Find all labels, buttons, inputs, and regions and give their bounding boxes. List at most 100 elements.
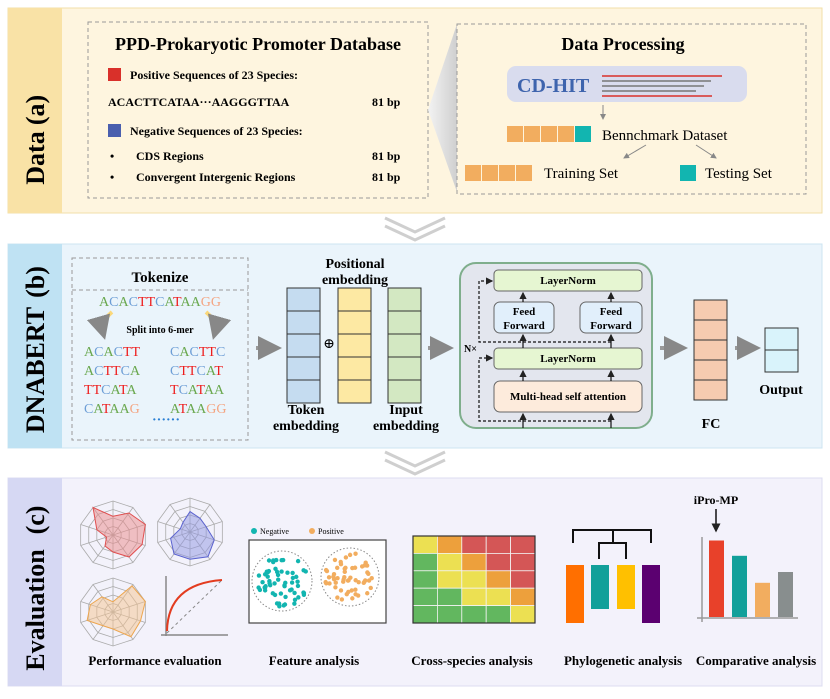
kmer-token: ACACTT — [84, 345, 141, 360]
scatter-point — [274, 557, 279, 563]
nucleotide: T — [112, 364, 121, 379]
nucleotide: T — [173, 295, 182, 310]
feed-forward-1 — [493, 301, 555, 334]
scatter-point — [294, 574, 299, 580]
tokenize-box — [71, 257, 249, 441]
positive-sequence: ACACTTCATAA···AAGGGTTAA — [108, 95, 290, 109]
training-squares — [465, 165, 532, 181]
negative-legend-dot — [251, 528, 257, 534]
benchmark-label: Bennchmark Dataset — [602, 128, 728, 144]
scatter-point — [339, 597, 345, 602]
panel-c-evaluation: (c) Evaluation Performance evaluation Ne… — [7, 477, 823, 687]
heatmap-cell — [485, 535, 512, 554]
cds-regions-label: CDS Regions — [136, 149, 204, 163]
embedding-cell — [286, 379, 321, 404]
nucleotide: T — [170, 383, 179, 398]
nucleotide: A — [130, 364, 141, 379]
scatter-point — [287, 588, 293, 593]
embedding-cell — [337, 379, 372, 404]
repeat-label: N× — [464, 344, 477, 355]
nucleotide: T — [138, 295, 147, 310]
heatmap-cell — [436, 570, 463, 589]
cross-species-heatmap — [412, 535, 536, 624]
positional-label: Positional — [325, 257, 384, 272]
phylo-bar — [566, 565, 584, 623]
scatter-point — [289, 580, 295, 585]
attention-label: Multi-head self attention — [510, 391, 626, 403]
embedding-cell — [387, 379, 422, 404]
embedding-cell — [286, 310, 321, 335]
nucleotide: A — [191, 295, 202, 310]
negative-square-icon — [108, 124, 121, 137]
embedding-cell — [693, 359, 728, 381]
heatmap-cell — [510, 553, 536, 572]
nucleotide: T — [196, 383, 205, 398]
scatter-point — [366, 578, 372, 583]
training-label: Training Set — [544, 166, 619, 182]
scatter-point — [341, 577, 346, 582]
testing-label: Testing Set — [705, 166, 773, 182]
positive-square-icon — [108, 68, 121, 81]
positive-label: Positive Sequences of 23 Species: — [130, 68, 298, 82]
nucleotide: C — [121, 364, 130, 379]
nucleotide: T — [84, 383, 93, 398]
nucleotide: A — [126, 383, 137, 398]
scatter-point — [365, 591, 370, 596]
scatter-point — [278, 591, 284, 596]
dna-sequence: ACACTTCATAAGG — [99, 295, 221, 310]
embedding-cell — [337, 356, 372, 381]
input-label: Input — [389, 403, 423, 418]
kmer-token: ACTTCA — [84, 364, 141, 379]
nucleotide: A — [214, 383, 225, 398]
embedding-cell — [387, 310, 422, 335]
heatmap-cell — [485, 570, 512, 589]
embedding-cell — [693, 339, 728, 361]
scatter-point — [362, 563, 368, 568]
cdhit-label: CD-HIT — [517, 75, 590, 97]
scatter-point — [333, 580, 338, 585]
heatmap-cell — [461, 535, 487, 554]
radar-chart — [80, 500, 146, 570]
attention-box — [493, 380, 643, 413]
embedding-cell — [693, 319, 728, 341]
scatter-point — [290, 575, 296, 581]
ff1-label-2: Forward — [503, 320, 545, 332]
heatmap-cell — [485, 587, 512, 607]
panel-c-label: (c) — [21, 506, 50, 535]
embedding-cell — [286, 333, 321, 358]
dataset-square — [541, 126, 557, 142]
token-label: Token — [288, 403, 325, 418]
scatter-point — [256, 585, 261, 590]
heatmap-cell — [485, 553, 512, 572]
scatter-point — [292, 601, 297, 606]
panel-a-label: (a) — [21, 95, 50, 125]
nucleotide: T — [179, 402, 188, 417]
fc-layer-column — [693, 299, 728, 401]
scatter-point — [350, 596, 355, 601]
scatter-point — [347, 552, 353, 558]
nucleotide: A — [84, 364, 95, 379]
nucleotide: T — [132, 345, 141, 360]
training-square — [482, 165, 498, 181]
layernorm-bottom-label: LayerNorm — [540, 353, 596, 365]
heatmap-cell — [436, 553, 463, 572]
scatter-point — [279, 557, 284, 563]
split-label: Split into 6-mer — [126, 325, 194, 336]
scatter-point — [335, 595, 340, 600]
heatmap-cell — [510, 587, 536, 607]
scatter-point — [277, 604, 282, 609]
output-label: Output — [759, 383, 803, 398]
testing-square — [680, 165, 696, 181]
nucleotide: C — [84, 402, 93, 417]
processing-box — [456, 23, 807, 195]
scatter-point — [272, 592, 278, 598]
ellipsis: ······ — [152, 413, 180, 428]
radar-chart — [157, 497, 223, 567]
fc-label: FC — [702, 417, 721, 432]
radar-area — [86, 585, 146, 638]
scatter-point — [282, 602, 288, 607]
nucleotide: C — [109, 295, 118, 310]
nucleotide: C — [101, 383, 110, 398]
ff2-label-2: Forward — [590, 320, 632, 332]
scatter-point — [323, 579, 328, 585]
